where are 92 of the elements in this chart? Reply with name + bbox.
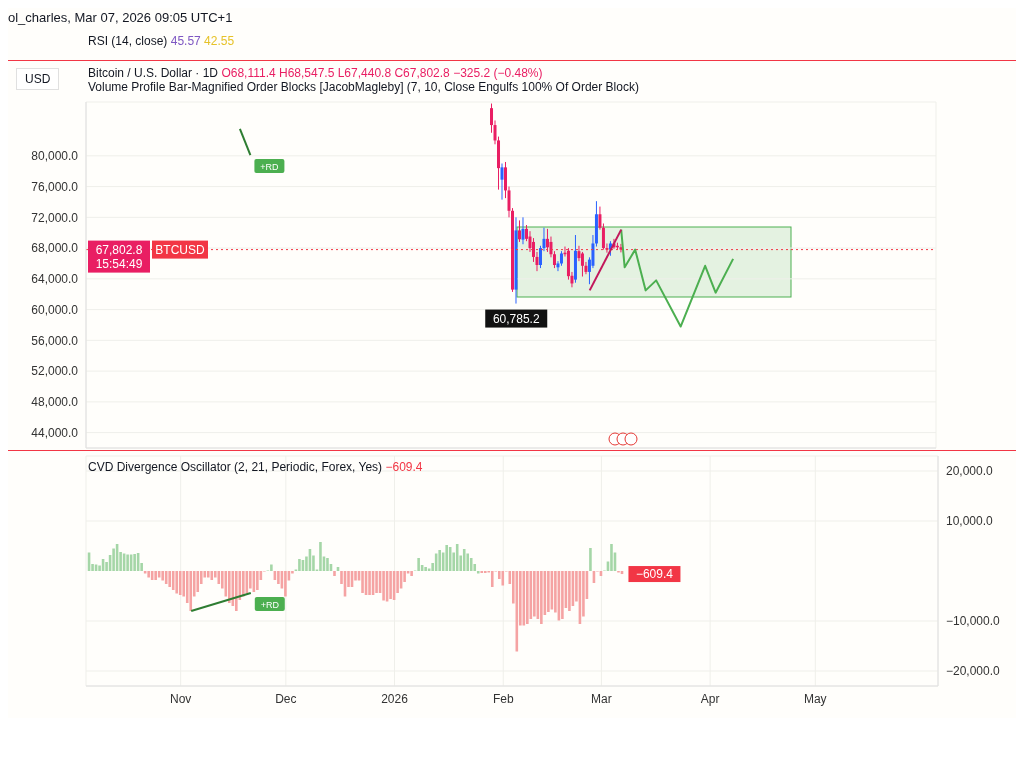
y-tick-label: 52,000.0: [31, 364, 79, 379]
candlestick: [577, 245, 581, 262]
annotation: 15:54:49: [95, 256, 143, 271]
chart-title: Bitcoin / U.S. Dollar · 1D: [88, 66, 219, 80]
annotation: 60,785.2: [492, 311, 540, 326]
x-tick-label: Apr: [700, 691, 720, 706]
chart-title: CVD Divergence Oscillator (2, 21, Periodic, Forex, Yes): [88, 460, 383, 474]
bar: [189, 571, 193, 611]
bar: [568, 571, 571, 611]
bar: [206, 571, 210, 578]
bar: [466, 553, 470, 571]
bar: [319, 542, 322, 571]
y-tick-label: 60,000.0: [31, 302, 79, 317]
y-tick-label: −10,000.0: [946, 614, 1001, 629]
bar: [501, 571, 505, 586]
y-tick-label: 68,000.0: [31, 241, 79, 256]
bar: [417, 558, 420, 571]
y-tick-label: −20,000.0: [946, 664, 1001, 679]
text: USD: [16, 68, 60, 90]
bar: [249, 571, 252, 589]
ref-line-label: BTCUSD: [155, 242, 205, 257]
bar: [445, 545, 448, 571]
text: ol_charles, Mar 07, 2026 09:05 UTC+1: [8, 10, 233, 25]
line-series: [620, 228, 735, 328]
text: 45.57: [170, 34, 201, 48]
bar: [284, 571, 287, 597]
bar: [298, 559, 301, 571]
y-tick-label: 64,000.0: [31, 272, 79, 287]
bar: [424, 567, 427, 571]
bar: [175, 571, 179, 594]
bar: [438, 550, 441, 571]
candlestick: [518, 219, 521, 243]
chart-subtitle: Volume Profile Bar-Magnified Order Blocks [JacobMagleby] (7, 10, Close Engulfs 100% Of Order Block): [88, 80, 639, 94]
bar: [361, 571, 364, 593]
bar: [168, 571, 171, 587]
bar: [382, 571, 385, 601]
bar: [389, 571, 392, 599]
bar: [469, 558, 473, 571]
bar: [589, 548, 592, 571]
text: 42.55: [204, 34, 235, 48]
bar: [161, 571, 164, 581]
x-tick-label: May: [803, 691, 827, 706]
bar: [270, 564, 273, 571]
y-tick-label: 48,000.0: [31, 395, 79, 410]
bar: [147, 571, 150, 578]
bar: [540, 571, 543, 624]
annotation: −609.4: [385, 460, 423, 474]
x-tick-label: Mar: [591, 691, 612, 706]
bar: [256, 571, 259, 590]
y-tick-label: 76,000.0: [31, 179, 79, 194]
bar: [126, 554, 129, 571]
bar: [235, 571, 238, 611]
annotation: −609.4: [635, 567, 674, 582]
y-tick-label: 10,000.0: [946, 514, 994, 529]
bar: [154, 571, 157, 580]
x-tick-label: Feb: [492, 691, 514, 706]
bar: [178, 571, 182, 595]
bar: [375, 571, 378, 593]
x-tick-label: Nov: [169, 691, 192, 706]
y-tick-label: 56,000.0: [31, 333, 79, 348]
bar: [333, 571, 336, 576]
bar: [410, 571, 413, 576]
candlestick: [619, 243, 623, 253]
bar: [526, 571, 529, 624]
bar: [476, 571, 480, 574]
annotation: +RD: [260, 161, 280, 172]
bar: [455, 544, 459, 571]
bar: [561, 571, 564, 619]
bar: [242, 571, 245, 597]
y-tick-label: 80,000.0: [31, 149, 79, 164]
bar: [210, 571, 214, 580]
bar: [112, 548, 115, 571]
y-tick-label: 20,000.0: [946, 464, 994, 479]
y-tick-label: 72,000.0: [31, 210, 79, 225]
bar: [462, 549, 466, 571]
bar: [326, 558, 329, 571]
bar: [533, 571, 536, 617]
x-tick-label: Dec: [275, 691, 297, 706]
bar: [610, 544, 613, 571]
annotation: +RD: [260, 599, 280, 610]
bar: [133, 554, 136, 571]
x-tick-label: 2026: [381, 691, 409, 706]
text: RSI (14, close): [88, 34, 168, 48]
y-tick-label: 44,000.0: [31, 425, 79, 440]
annotation: 67,802.8: [95, 242, 143, 257]
text: O68,111.4 H68,547.5 L67,440.8 C67,802.8 −325.2 (−0.48%): [221, 66, 543, 80]
candlestick: [545, 228, 549, 253]
bar: [547, 571, 550, 612]
bar: [171, 571, 175, 590]
bar: [228, 571, 231, 603]
bar: [368, 571, 371, 595]
bar: [490, 571, 494, 587]
